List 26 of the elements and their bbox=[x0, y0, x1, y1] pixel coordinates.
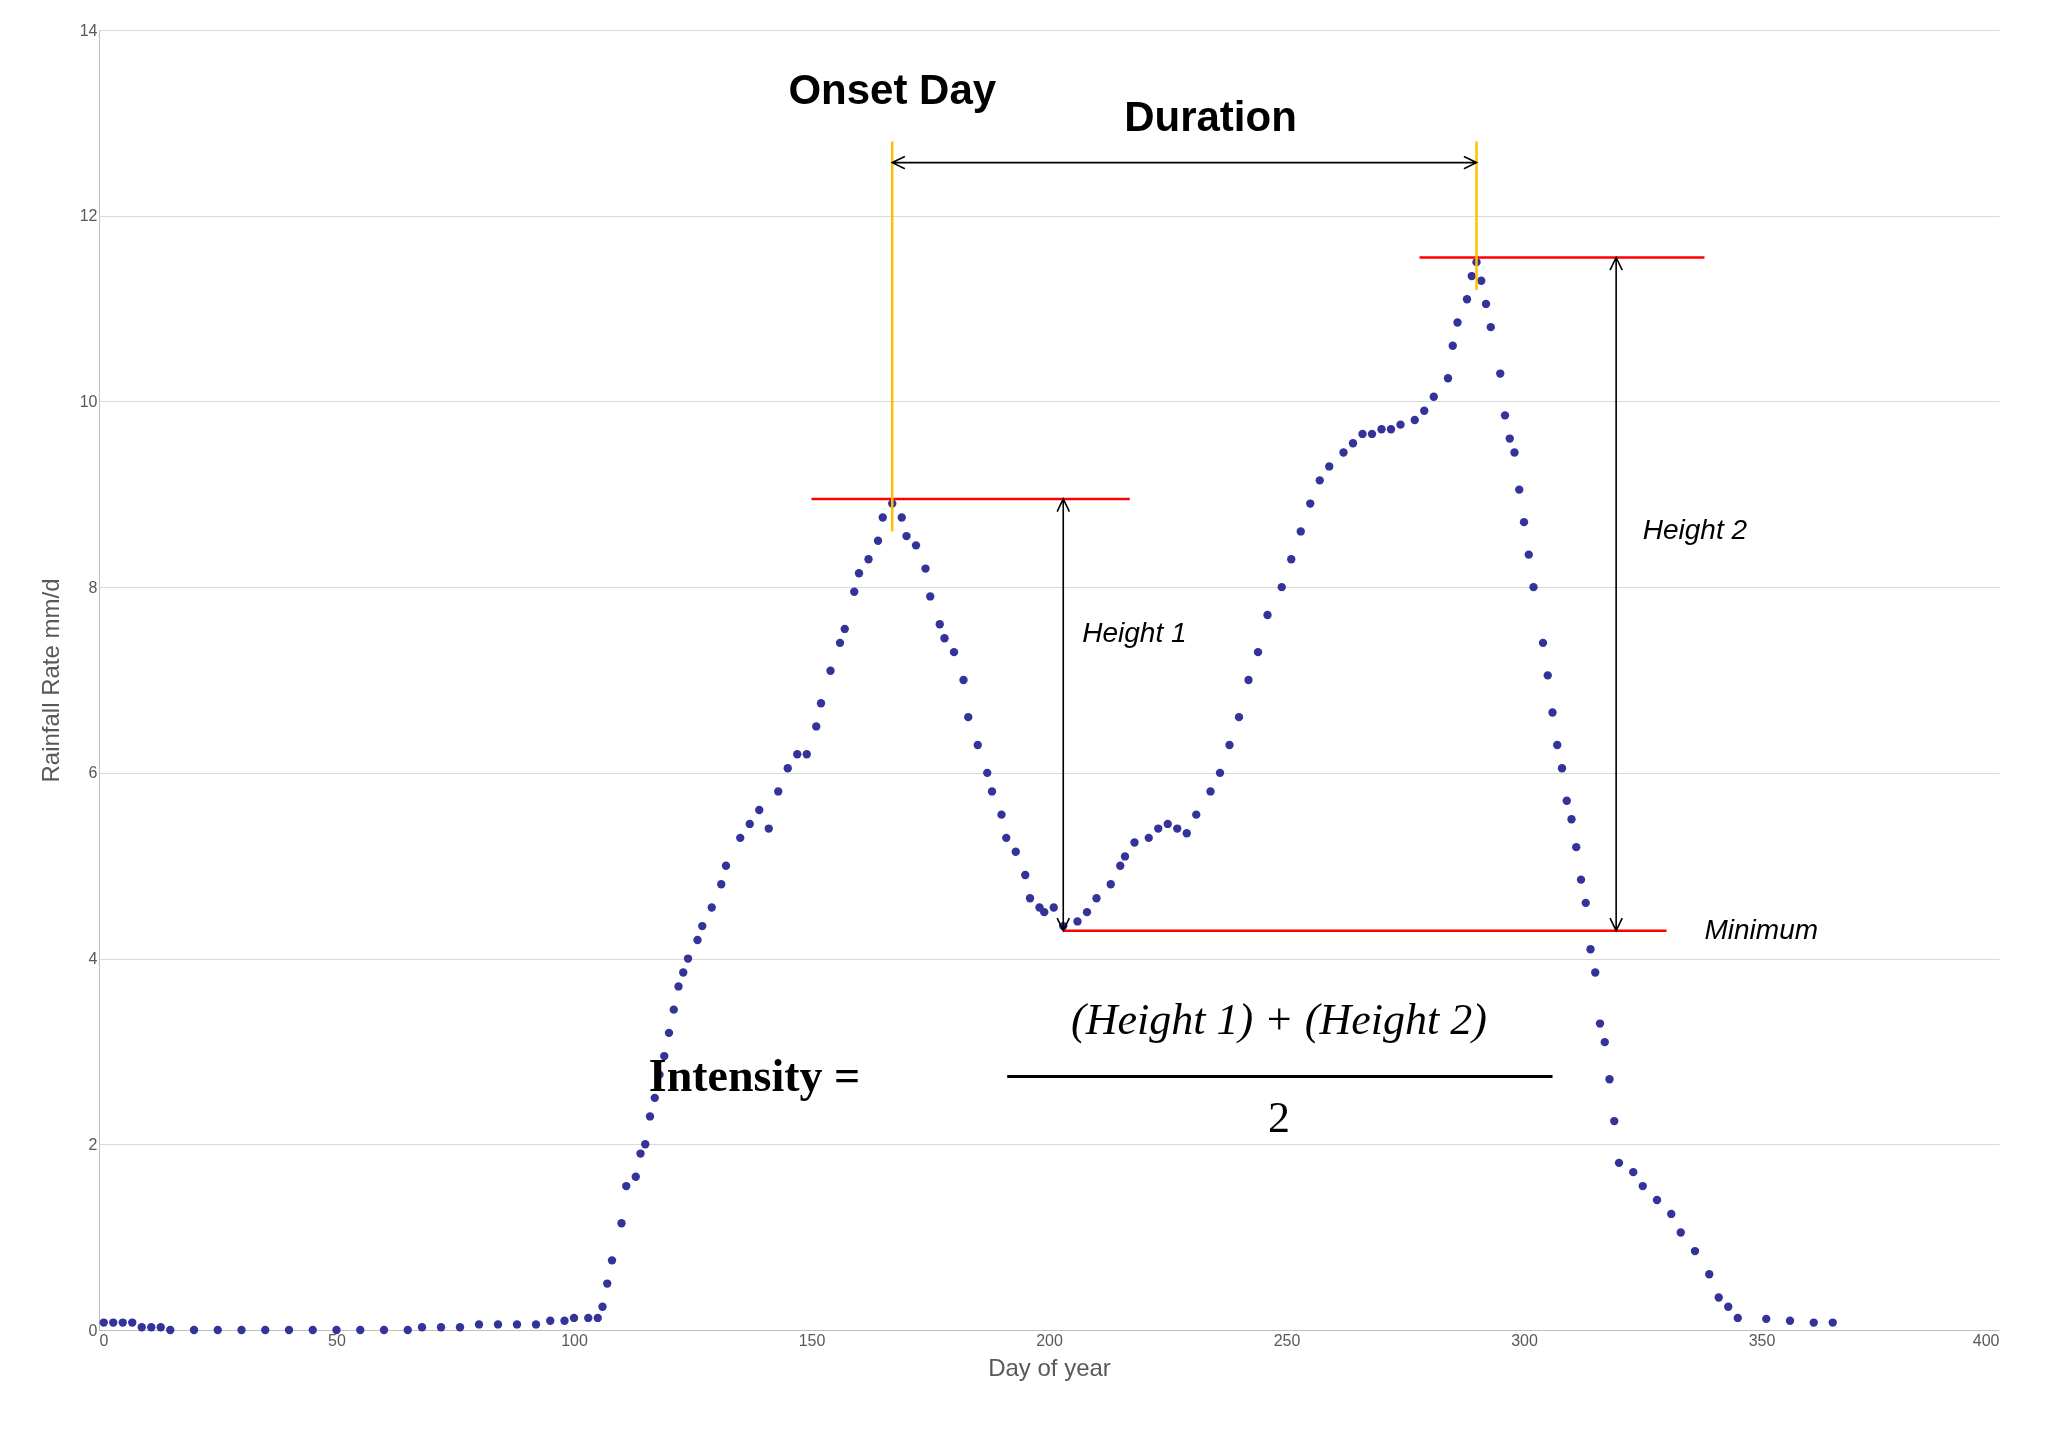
x-tick-label: 150 bbox=[798, 1331, 826, 1349]
annotation: Minimum bbox=[1704, 913, 1819, 945]
annotation: (Height 1) + (Height 2) bbox=[1070, 994, 1487, 1044]
y-tick-label: 4 bbox=[88, 950, 98, 968]
x-axis-title: Day of year bbox=[988, 1353, 1111, 1381]
y-tick-label: 6 bbox=[88, 764, 98, 782]
annotation: Onset Day bbox=[788, 66, 997, 114]
y-tick-label: 2 bbox=[88, 1135, 98, 1153]
y-tick-label: 8 bbox=[88, 578, 98, 596]
x-tick-label: 250 bbox=[1273, 1331, 1301, 1349]
x-tick-label: 300 bbox=[1511, 1331, 1538, 1349]
x-tick-label: 350 bbox=[1748, 1331, 1776, 1349]
annotation: Height 1 bbox=[1082, 616, 1187, 648]
annotation: Duration bbox=[1124, 93, 1297, 141]
x-tick-label: 50 bbox=[328, 1331, 346, 1349]
x-tick-label: 200 bbox=[1036, 1331, 1063, 1349]
x-tick-label: 100 bbox=[561, 1331, 588, 1349]
annotation: Height 2 bbox=[1642, 514, 1748, 546]
x-tick-label: 400 bbox=[1972, 1331, 2000, 1349]
annotation: Intensity = bbox=[648, 1049, 861, 1101]
annotation: 2 bbox=[1267, 1093, 1290, 1143]
y-tick-label: 14 bbox=[79, 21, 98, 39]
y-tick-label: 10 bbox=[79, 392, 98, 410]
x-tick-label: 0 bbox=[99, 1331, 109, 1349]
y-tick-label: 12 bbox=[79, 207, 98, 225]
y-axis-title: Rainfall Rate mm/d bbox=[36, 578, 64, 783]
